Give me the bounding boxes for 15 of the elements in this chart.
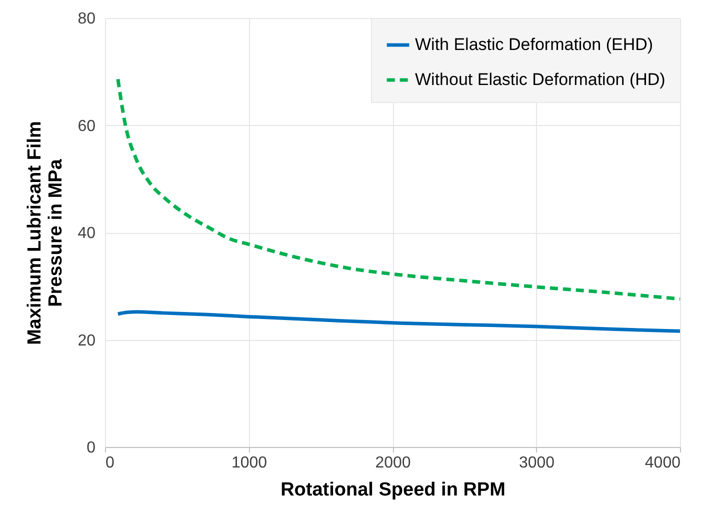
x-tick-label: 1000 xyxy=(231,454,268,472)
x-tick-label: 2000 xyxy=(375,454,411,472)
x-axis-title: Rotational Speed in RPM xyxy=(280,480,506,500)
line-series xyxy=(116,310,682,333)
y-tick-label: 60 xyxy=(78,118,96,135)
x-tick-label: 3000 xyxy=(518,454,555,472)
y-tick-label: 20 xyxy=(78,332,96,350)
x-tick-label: 0 xyxy=(106,454,114,472)
legend-label: Without Elastic Deformation (HD) xyxy=(415,70,666,89)
y-axis-title: Maximum Lubricant Film Pressure in MPa xyxy=(24,121,67,345)
y-tick-label: 40 xyxy=(78,225,96,242)
y-tick-label: 80 xyxy=(78,10,96,28)
x-tick-label: 4000 xyxy=(644,454,681,472)
y-tick-label: 0 xyxy=(86,440,96,456)
legend-label: With Elastic Deformation (EHD) xyxy=(415,35,654,54)
